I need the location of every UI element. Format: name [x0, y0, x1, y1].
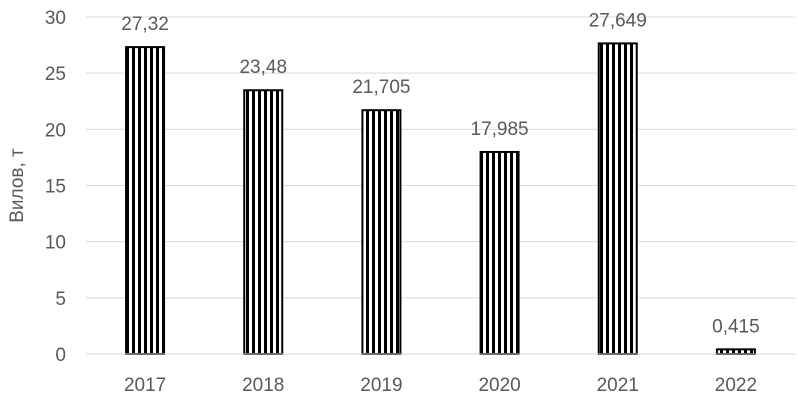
x-tick-label: 2019 [360, 375, 402, 396]
data-label-2020: 17,985 [471, 119, 529, 140]
y-tick-label: 0 [55, 345, 66, 366]
y-axis-ticks: 0 5 10 15 20 25 30 [45, 8, 66, 366]
y-tick-label: 20 [45, 120, 66, 141]
x-tick-label: 2022 [715, 375, 757, 396]
data-label-2018: 23,48 [239, 57, 287, 78]
bar-2019 [361, 109, 402, 355]
gridlines [86, 16, 795, 299]
bar-2020 [479, 150, 520, 355]
bar-2021 [597, 42, 638, 355]
x-axis-ticks: 2017 2018 2019 2020 2021 2022 [124, 375, 757, 396]
bar-2018 [243, 89, 284, 355]
y-tick-label: 5 [55, 289, 66, 310]
bar-2022 [715, 348, 756, 355]
y-tick-label: 10 [45, 233, 66, 254]
x-tick-label: 2021 [597, 375, 639, 396]
y-tick-label: 25 [45, 64, 66, 85]
y-tick-label: 30 [45, 8, 66, 29]
bar-2017 [125, 46, 166, 355]
data-label-2021: 27,649 [589, 10, 647, 31]
data-label-2022: 0,415 [712, 316, 760, 337]
x-tick-label: 2020 [478, 375, 520, 396]
y-axis-title: Вилов, т [7, 148, 28, 223]
x-tick-label: 2018 [242, 375, 284, 396]
data-labels: 27,32 23,48 21,705 17,985 27,649 0,415 [121, 10, 759, 337]
y-tick-label: 15 [45, 177, 66, 198]
data-label-2017: 27,32 [121, 14, 169, 35]
x-tick-label: 2017 [124, 375, 166, 396]
data-label-2019: 21,705 [352, 77, 410, 98]
bars [125, 42, 756, 355]
